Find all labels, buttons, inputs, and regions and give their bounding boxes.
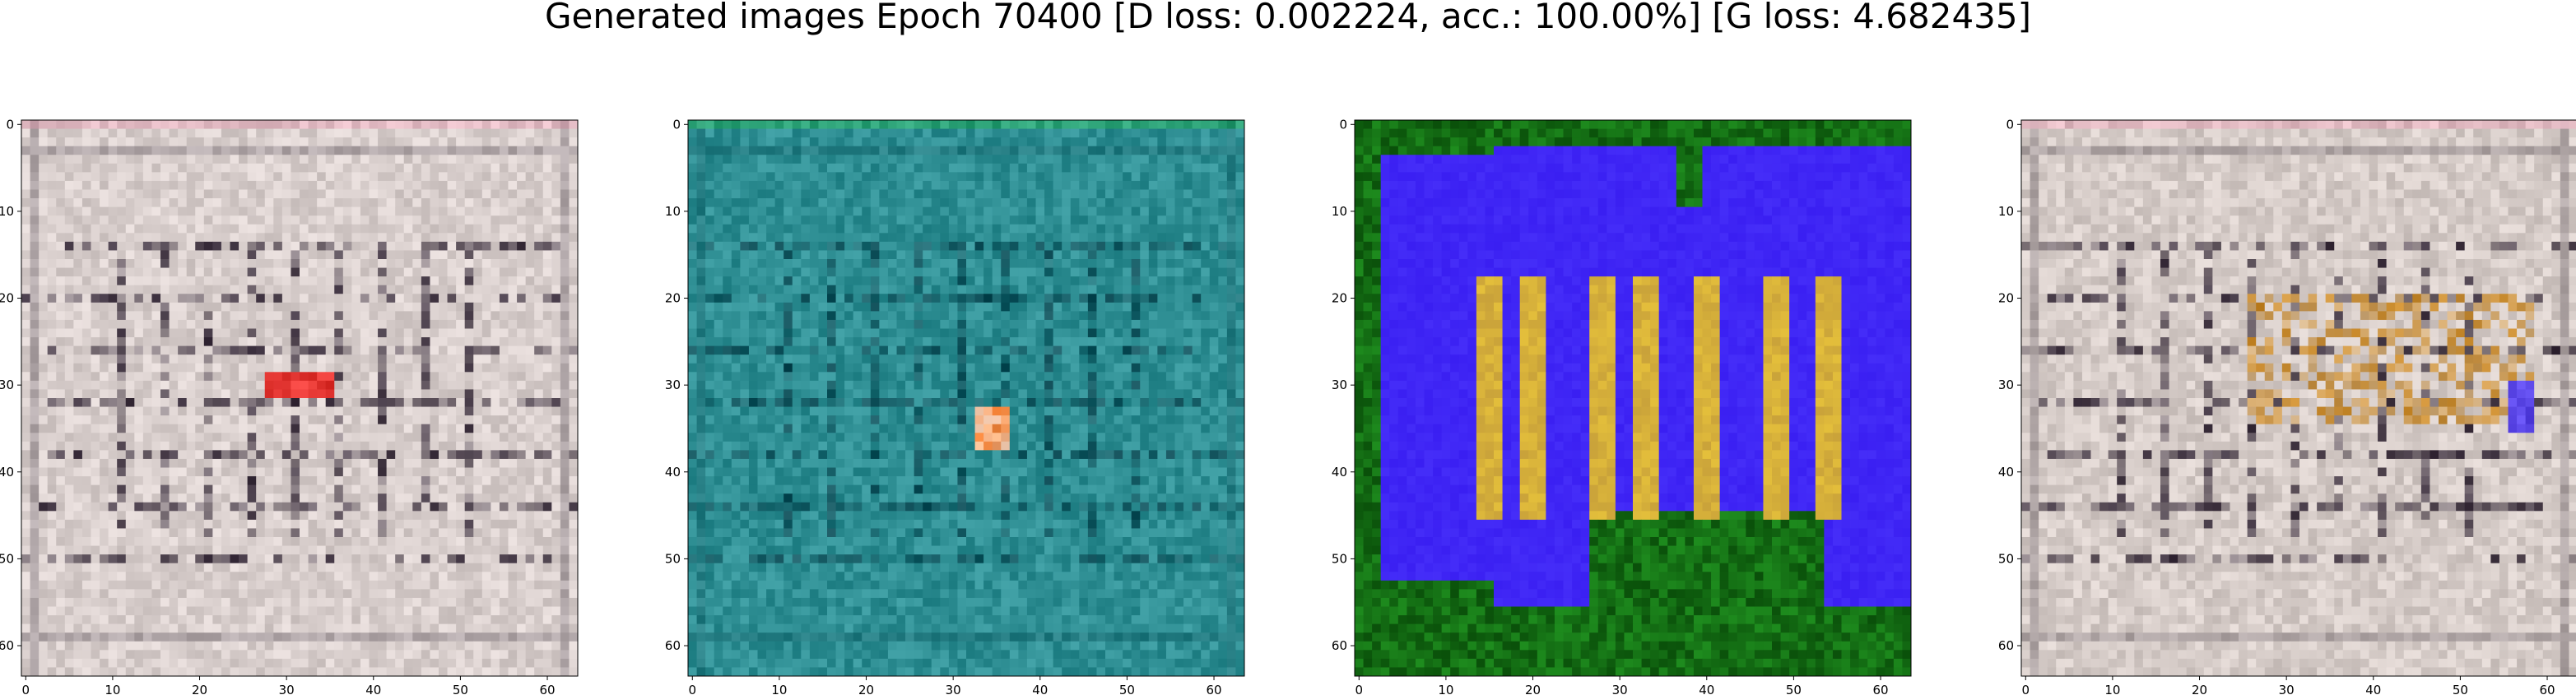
- x-tick-label: 50: [2453, 683, 2468, 695]
- generated-image: [2021, 120, 2576, 676]
- y-tick-label: 40: [1332, 465, 1347, 480]
- y-tick-label: 50: [1332, 551, 1347, 566]
- y-tick-label: 10: [665, 204, 681, 219]
- x-tick-label: 30: [946, 683, 961, 695]
- y-tick-label: 20: [1332, 291, 1347, 306]
- x-tick-label: 40: [1699, 683, 1714, 695]
- image-panel-2: 0 10 20 30 40 50 60 0 10 20 30 40 50 60: [667, 107, 1259, 695]
- image-panel-1: 0 10 20 30 40 50 60 0 10 20 30 40 50 60: [0, 107, 593, 695]
- x-tick-label: 40: [1032, 683, 1048, 695]
- image-panel-4: 0 10 20 30 40 50 60 0 10 20 30 40 50 60: [2000, 107, 2576, 695]
- x-tick-label: 10: [1438, 683, 1453, 695]
- y-tick-label: 60: [1998, 638, 2014, 653]
- y-tick-label: 20: [1998, 291, 2014, 306]
- y-tick-label: 10: [0, 204, 14, 219]
- y-tick-label: 50: [0, 551, 14, 566]
- image-panel-3: 0 10 20 30 40 50 60 0 10 20 30 40 50 60: [1333, 107, 1926, 695]
- x-tick-label: 10: [105, 683, 120, 695]
- y-tick-label: 30: [1998, 378, 2014, 392]
- y-tick-label: 60: [0, 638, 14, 653]
- x-tick-label: 60: [539, 683, 555, 695]
- x-tick-label: 20: [858, 683, 874, 695]
- x-tick-label: 50: [1119, 683, 1135, 695]
- y-tick-label: 40: [1998, 465, 2014, 480]
- y-tick-label: 10: [1332, 204, 1347, 219]
- y-tick-label: 20: [0, 291, 14, 306]
- y-tick-label: 60: [1332, 638, 1347, 653]
- x-tick-label: 10: [2104, 683, 2120, 695]
- y-tick-label: 10: [1998, 204, 2014, 219]
- x-tick-label: 50: [453, 683, 468, 695]
- y-tick-label: 50: [665, 551, 681, 566]
- x-tick-label: 30: [279, 683, 295, 695]
- generated-image: [1355, 120, 1911, 676]
- y-tick-label: 40: [665, 465, 681, 480]
- x-tick-label: 60: [1872, 683, 1888, 695]
- x-tick-label: 30: [1612, 683, 1628, 695]
- x-tick-label: 30: [2279, 683, 2295, 695]
- figure-title: Generated images Epoch 70400 [D loss: 0.…: [0, 0, 2576, 38]
- x-tick-label: 60: [2539, 683, 2555, 695]
- y-tick-label: 20: [665, 291, 681, 306]
- x-tick-label: 20: [2192, 683, 2207, 695]
- x-tick-label: 0: [1355, 683, 1364, 695]
- generated-image: [21, 120, 578, 676]
- y-tick-label: 0: [2006, 117, 2014, 132]
- x-tick-label: 0: [22, 683, 30, 695]
- y-tick-label: 50: [1998, 551, 2014, 566]
- y-tick-label: 30: [1332, 378, 1347, 392]
- generated-image: [688, 120, 1244, 676]
- x-tick-label: 20: [1525, 683, 1541, 695]
- x-tick-label: 0: [2022, 683, 2030, 695]
- y-tick-label: 30: [665, 378, 681, 392]
- y-tick-label: 40: [0, 465, 14, 480]
- y-tick-label: 30: [0, 378, 14, 392]
- x-tick-label: 40: [2365, 683, 2381, 695]
- x-tick-label: 50: [1786, 683, 1802, 695]
- y-tick-label: 0: [6, 117, 14, 132]
- x-tick-label: 0: [689, 683, 697, 695]
- y-tick-label: 0: [1339, 117, 1347, 132]
- x-tick-label: 60: [1206, 683, 1221, 695]
- x-tick-label: 40: [365, 683, 381, 695]
- y-tick-label: 0: [672, 117, 681, 132]
- x-tick-label: 20: [192, 683, 207, 695]
- y-tick-label: 60: [665, 638, 681, 653]
- x-tick-label: 10: [771, 683, 787, 695]
